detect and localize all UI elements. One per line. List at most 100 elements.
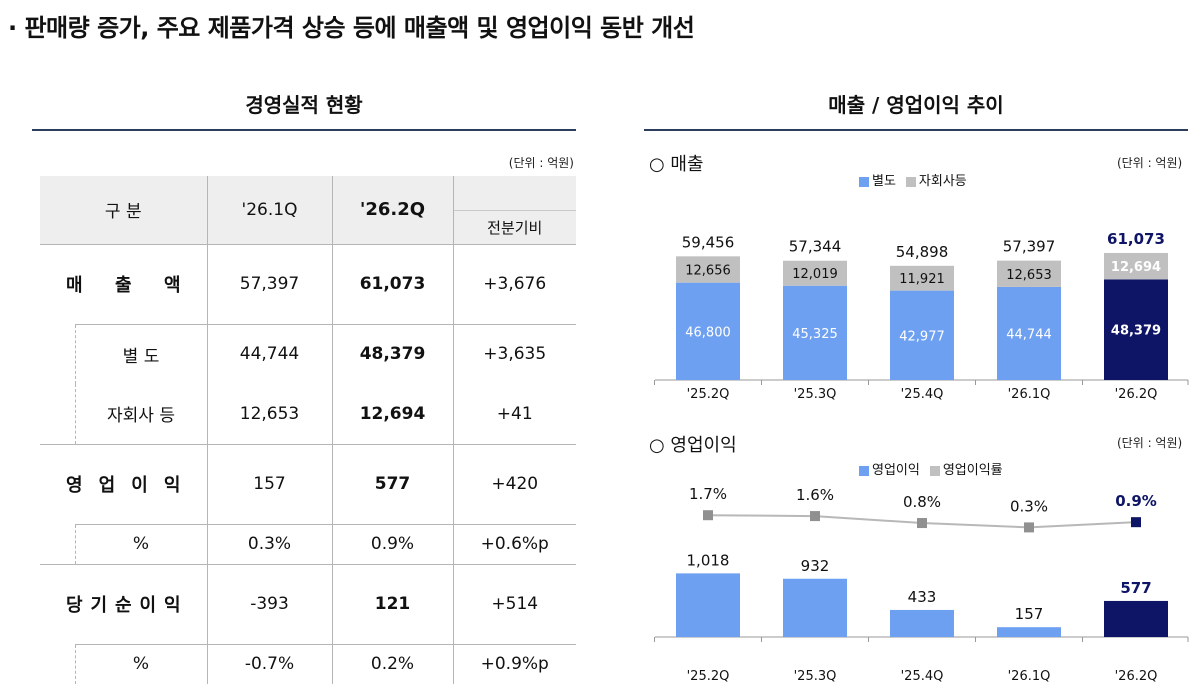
row-net-income-diff: +514 [452,564,576,644]
revenue-label-total: 57,344 [789,238,842,256]
revenue-x-tick-label: '26.2Q [1115,387,1158,402]
op-margin-marker [1024,522,1034,533]
header-curr-quarter: '26.2Q [331,176,453,244]
revenue-bar-separate [676,282,740,380]
table-section-rule [32,129,576,131]
revenue-bar-subsidiary [783,260,847,286]
header-prev-quarter: '26.1Q [206,176,332,244]
legend-item-op-income: 영업이익 [859,459,920,478]
op-legend: 영업이익 영업이익률 [859,459,1003,478]
revenue-label-subsidiary: 12,019 [792,267,838,282]
table-unit-label: (단위 : 억원) [508,156,574,170]
row-revenue-curr: 61,073 [331,244,453,324]
op-bar [783,578,847,637]
op-margin-marker [917,518,927,529]
row-separate-curr: 48,379 [331,323,453,384]
op-margin-label: 0.9% [1115,492,1157,510]
revenue-label-total: 59,456 [682,233,735,251]
op-margin-marker [1131,517,1141,528]
op-x-tick-label: '26.1Q [1008,669,1051,684]
op-x-tick-label: '26.2Q [1115,669,1158,684]
header-category: 구 분 [40,176,207,244]
op-margin-marker [810,511,820,522]
op-bar [997,627,1061,637]
row-op-income-diff: +420 [452,444,576,524]
revenue-label-subsidiary: 12,653 [1006,268,1052,283]
row-net-margin: % -0.7% 0.2% +0.9%p [40,643,576,684]
revenue-label-separate: 46,800 [685,325,731,340]
row-subsidiary-diff: +41 [452,384,576,444]
revenue-bar-separate [890,290,954,380]
chart-section-rule [644,129,1188,131]
op-bar-label: 577 [1120,579,1151,597]
chart-section-title: 매출 / 영업이익 추이 [828,93,1004,117]
row-net-income-curr: 121 [331,564,453,644]
legend-item-op-margin: 영업이익률 [929,459,1003,478]
op-margin-marker [703,510,713,521]
revenue-label-separate: 42,977 [899,329,945,344]
revenue-label-separate: 44,744 [1006,327,1052,342]
legend-item-separate: 별도 [859,170,896,189]
revenue-bar-subsidiary [997,260,1061,287]
revenue-label-total: 61,073 [1107,230,1165,248]
row-op-margin: % 0.3% 0.9% +0.6%p [40,523,576,564]
row-op-margin-diff: +0.6%p [452,523,576,564]
row-net-margin-diff: +0.9%p [452,643,576,684]
row-separate-prev: 44,744 [206,323,332,384]
row-revenue-prev: 57,397 [206,244,332,324]
op-margin-label: 1.6% [796,486,834,504]
row-net-income-prev: -393 [206,564,332,644]
row-net-margin-label: % [74,643,207,684]
row-separate: 별 도 44,744 48,379 +3,635 [40,323,576,384]
op-bar-label: 1,018 [687,551,730,569]
op-margin-label: 0.3% [1010,497,1048,515]
op-bar-label: 157 [1015,605,1044,623]
op-bar [890,609,954,637]
revenue-unit-label: (단위 : 억원) [1117,156,1183,170]
revenue-bar-separate [783,285,847,380]
revenue-label-total: 57,397 [1003,238,1056,256]
row-op-margin-label: % [74,523,207,564]
revenue-label-subsidiary: 11,921 [899,272,945,287]
op-margin-label: 1.7% [689,485,727,503]
revenue-label-subsidiary: 12,656 [685,263,731,278]
revenue-label-separate: 48,379 [1111,324,1161,339]
legend-item-subsidiary: 자회사등 [905,170,967,189]
row-separate-label: 별 도 [74,323,207,384]
row-op-income-prev: 157 [206,444,332,524]
revenue-x-tick-label: '25.4Q [901,387,944,402]
revenue-bar-subsidiary [676,256,740,283]
table-header-row: 구 분 '26.1Q '26.2Q [40,176,576,244]
revenue-chart-title: ○ 매출 [649,154,704,175]
table-section-title: 경영실적 현황 [245,93,363,117]
row-revenue-diff: +3,676 [452,244,576,324]
op-bar-label: 932 [801,557,830,575]
row-subsidiary-curr: 12,694 [331,384,453,444]
row-op-margin-prev: 0.3% [206,523,332,564]
op-margin-label: 0.8% [903,493,941,511]
revenue-x-tick-label: '26.1Q [1008,387,1051,402]
header-blank [452,176,576,210]
row-net-margin-prev: -0.7% [206,643,332,684]
op-bar-label: 433 [908,588,937,606]
revenue-bar-subsidiary [1104,252,1168,280]
op-bar [1104,600,1168,637]
op-x-tick-label: '25.4Q [901,669,944,684]
revenue-x-tick-label: '25.2Q [687,387,730,402]
revenue-label-total: 54,898 [896,243,949,261]
revenue-legend: 별도 자회사등 [859,170,967,189]
page-headline: · 판매량 증가, 주요 제품가격 상승 등에 매출액 및 영업이익 동반 개선 [8,14,695,42]
revenue-bar-subsidiary [890,265,954,291]
row-subsidiary: 자회사 등 12,653 12,694 +41 [40,384,576,444]
op-chart-title: ○ 영업이익 [649,435,737,456]
row-op-margin-curr: 0.9% [331,523,453,564]
